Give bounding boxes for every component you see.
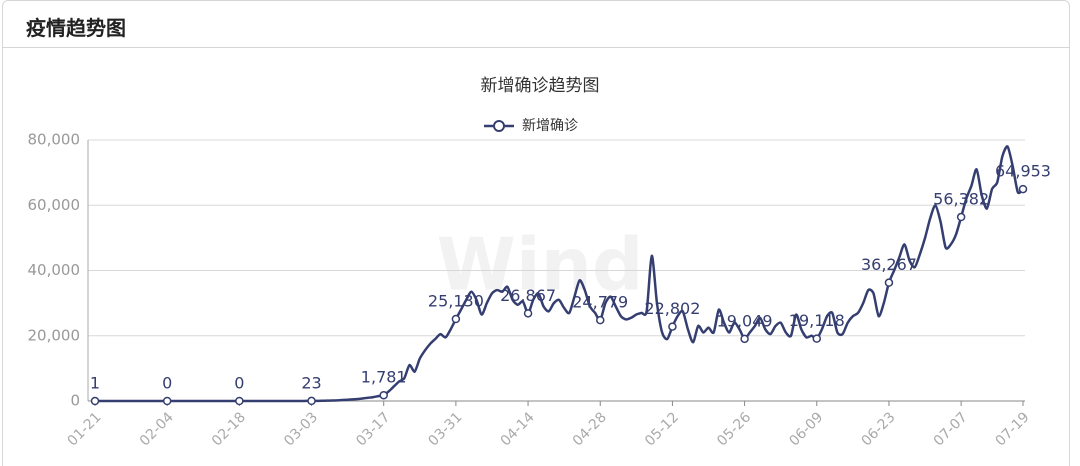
data-label: 24,779 bbox=[572, 293, 628, 312]
point bbox=[1018, 184, 1028, 194]
x-tick-label: 01-21 bbox=[65, 409, 105, 449]
data-label: 25,130 bbox=[428, 292, 484, 311]
point bbox=[235, 396, 244, 406]
y-tick-label: 60,000 bbox=[28, 196, 81, 214]
point bbox=[668, 322, 677, 331]
data-label: 19,049 bbox=[717, 311, 773, 330]
x-tick-label: 06-09 bbox=[786, 409, 826, 449]
point bbox=[884, 278, 894, 287]
point bbox=[451, 314, 461, 324]
x-tick-label: 07-07 bbox=[931, 409, 971, 449]
x-tick-label: 06-23 bbox=[859, 409, 899, 449]
x-tick-label: 03-03 bbox=[281, 409, 321, 449]
legend-label: 新增确诊 bbox=[522, 118, 578, 134]
legend-marker bbox=[493, 120, 505, 132]
data-label: 1,781 bbox=[361, 368, 407, 387]
x-tick-label: 07-19 bbox=[993, 409, 1033, 449]
x-tick-label: 02-04 bbox=[137, 409, 177, 449]
x-tick-label: 03-17 bbox=[353, 409, 393, 449]
x-tick-label: 05-12 bbox=[642, 409, 682, 449]
header: 疫情趋势图 bbox=[2, 0, 1070, 48]
point bbox=[812, 334, 822, 343]
point bbox=[379, 390, 388, 400]
point bbox=[740, 334, 749, 344]
y-tick-label: 40,000 bbox=[28, 261, 81, 279]
x-tick-label: 05-26 bbox=[714, 409, 754, 449]
point bbox=[956, 212, 966, 222]
data-label: 1 bbox=[90, 373, 100, 392]
y-tick-label: 0 bbox=[70, 392, 80, 410]
point bbox=[90, 396, 100, 406]
data-label: 22,802 bbox=[644, 299, 700, 318]
data-label: 64,953 bbox=[995, 162, 1051, 181]
x-tick-label: 04-14 bbox=[498, 409, 538, 449]
data-label: 19,118 bbox=[789, 311, 845, 330]
point bbox=[162, 396, 172, 406]
point bbox=[307, 396, 316, 406]
data-label: 0 bbox=[234, 374, 244, 393]
data-label: 36,267 bbox=[861, 255, 917, 274]
x-tick-label: 04-28 bbox=[570, 409, 610, 449]
point bbox=[523, 309, 533, 318]
x-tick-label: 03-31 bbox=[425, 409, 465, 449]
header-title: 疫情趋势图 bbox=[26, 16, 126, 40]
point bbox=[595, 315, 605, 325]
y-tick-label: 20,000 bbox=[28, 326, 81, 344]
y-tick-label: 80,000 bbox=[28, 131, 81, 149]
chart-title: 新增确诊趋势图 bbox=[481, 76, 600, 96]
data-label: 56,382 bbox=[933, 190, 989, 209]
data-label: 0 bbox=[162, 374, 172, 393]
data-label: 26,867 bbox=[500, 286, 556, 305]
line bbox=[94, 145, 1024, 403]
x-tick-label: 02-18 bbox=[209, 409, 249, 449]
data-label: 23 bbox=[301, 373, 321, 392]
